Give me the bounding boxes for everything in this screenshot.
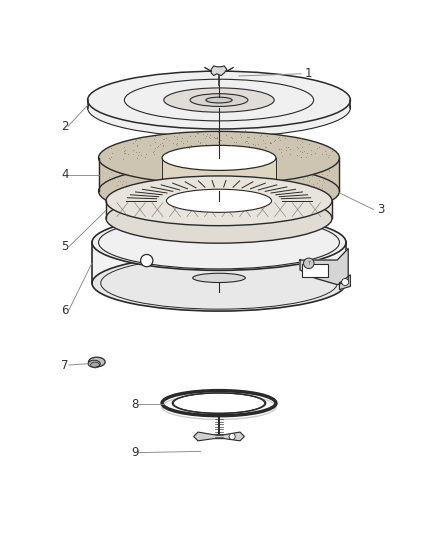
- Ellipse shape: [162, 146, 276, 171]
- Ellipse shape: [106, 176, 332, 225]
- Circle shape: [342, 279, 349, 286]
- Ellipse shape: [206, 97, 232, 103]
- Ellipse shape: [88, 360, 100, 367]
- Ellipse shape: [166, 189, 272, 212]
- Ellipse shape: [88, 357, 105, 367]
- Polygon shape: [339, 275, 350, 289]
- Text: 2: 2: [61, 120, 69, 133]
- Polygon shape: [211, 66, 227, 76]
- Text: 6: 6: [61, 304, 69, 317]
- Ellipse shape: [99, 131, 339, 184]
- Ellipse shape: [162, 179, 276, 204]
- Ellipse shape: [88, 79, 350, 137]
- Ellipse shape: [99, 216, 339, 269]
- Text: 5: 5: [61, 240, 69, 253]
- Polygon shape: [300, 248, 348, 285]
- Ellipse shape: [92, 214, 346, 270]
- Text: 3: 3: [377, 203, 384, 216]
- Ellipse shape: [164, 88, 274, 112]
- Ellipse shape: [99, 165, 339, 217]
- Circle shape: [304, 258, 314, 269]
- Polygon shape: [194, 432, 244, 441]
- Text: 1: 1: [304, 67, 312, 80]
- Ellipse shape: [92, 255, 346, 311]
- Ellipse shape: [172, 393, 266, 414]
- Text: T: T: [307, 261, 310, 266]
- Circle shape: [229, 433, 235, 440]
- Circle shape: [141, 254, 153, 266]
- Ellipse shape: [101, 257, 337, 309]
- Text: 4: 4: [61, 168, 69, 181]
- Ellipse shape: [193, 273, 245, 282]
- FancyBboxPatch shape: [302, 264, 328, 278]
- Text: 8: 8: [131, 398, 139, 411]
- Text: 9: 9: [131, 446, 139, 459]
- Ellipse shape: [106, 193, 332, 243]
- Ellipse shape: [88, 71, 350, 129]
- Ellipse shape: [190, 94, 248, 107]
- Text: 7: 7: [61, 359, 69, 372]
